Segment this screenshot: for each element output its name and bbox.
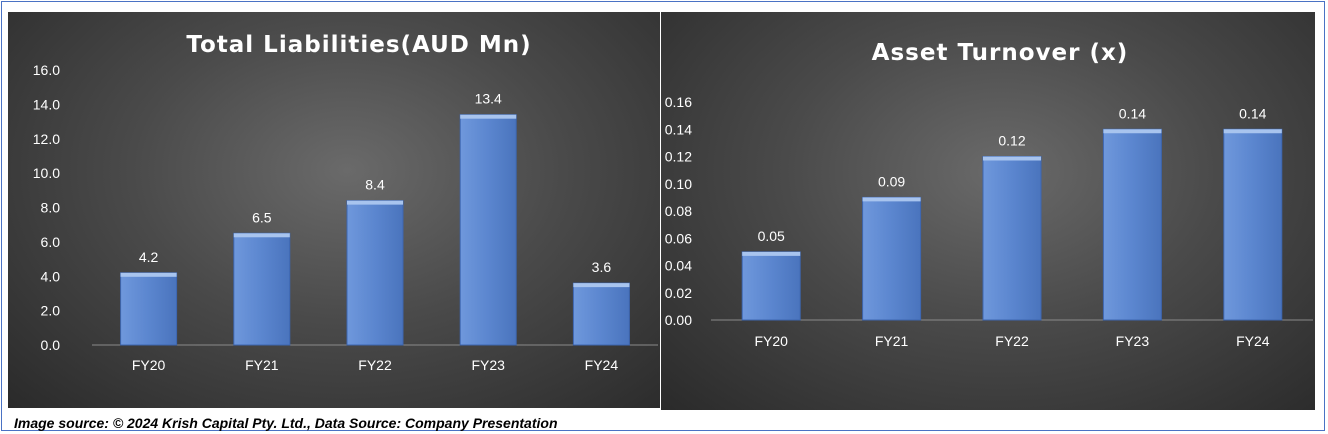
bar-fy23 bbox=[1102, 128, 1162, 321]
data-label: 0.09 bbox=[878, 173, 905, 189]
y-tick-label: 14.0 bbox=[33, 96, 60, 112]
bar-fy22 bbox=[346, 200, 404, 346]
data-label: 0.05 bbox=[758, 228, 785, 244]
y-tick-label: 12.0 bbox=[33, 131, 60, 147]
y-tick-label: 16.0 bbox=[33, 62, 60, 78]
asset-turnover-chart: Asset Turnover (x) 0.00 0.02 0.04 0.06 0.08 0… bbox=[665, 40, 1313, 349]
bar-top-highlight bbox=[862, 197, 921, 202]
x-tick-label: FY22 bbox=[358, 357, 392, 373]
y-tick-label: 0.02 bbox=[665, 285, 692, 301]
x-tick-label: FY21 bbox=[245, 357, 279, 373]
y-tick-label: 0.04 bbox=[665, 258, 692, 274]
bar-fy24 bbox=[572, 282, 630, 346]
bar-top-highlight bbox=[233, 233, 290, 238]
data-label: 4.2 bbox=[139, 249, 159, 265]
x-tick-label: FY20 bbox=[132, 357, 166, 373]
data-label: 13.4 bbox=[475, 91, 502, 107]
bar-top-highlight bbox=[1103, 129, 1162, 134]
bar-top-highlight bbox=[120, 272, 177, 277]
bar-top-highlight bbox=[460, 114, 517, 119]
y-tick-label: 2.0 bbox=[41, 303, 61, 319]
total-liabilities-chart: Total Liabilities(AUD Mn) 0.0 2.0 4.0 6.0 8.… bbox=[33, 32, 658, 373]
bar-top-highlight bbox=[347, 200, 403, 205]
y-tick-label: 0.06 bbox=[665, 230, 692, 246]
y-tick-label: 0.14 bbox=[665, 121, 692, 137]
y-tick-label: 10.0 bbox=[33, 165, 60, 181]
x-tick-label: FY21 bbox=[875, 333, 909, 349]
x-tick-label: FY24 bbox=[585, 357, 619, 373]
bar-top-highlight bbox=[742, 251, 801, 256]
bar-fy21 bbox=[862, 196, 922, 321]
total-liabilities-chart-panel: Total Liabilities(AUD Mn) 0.0 2.0 4.0 6.0 8.… bbox=[8, 12, 660, 408]
x-tick-label: FY23 bbox=[471, 357, 505, 373]
bar-fy20 bbox=[120, 272, 178, 346]
data-label: 6.5 bbox=[252, 209, 272, 225]
bar-fy22 bbox=[982, 156, 1042, 321]
y-tick-label: 8.0 bbox=[41, 200, 61, 216]
x-tick-label: FY22 bbox=[995, 333, 1029, 349]
bar-fy21 bbox=[233, 232, 291, 346]
y-tick-label: 0.00 bbox=[665, 312, 692, 328]
asset-turnover-chart-panel: Asset Turnover (x) 0.00 0.02 0.04 0.06 0.08 0… bbox=[661, 12, 1315, 410]
y-tick-label: 6.0 bbox=[41, 234, 61, 250]
data-label: 0.12 bbox=[998, 133, 1025, 149]
y-tick-label: 0.08 bbox=[665, 203, 692, 219]
image-source-caption: Image source: © 2024 Krish Capital Pty. … bbox=[14, 415, 558, 431]
bar-fy24 bbox=[1223, 128, 1283, 321]
y-tick-label: 4.0 bbox=[41, 268, 61, 284]
data-label: 0.14 bbox=[1119, 105, 1146, 121]
bar-top-highlight bbox=[573, 283, 630, 288]
y-tick-label: 0.10 bbox=[665, 176, 692, 192]
bar-fy23 bbox=[459, 114, 517, 346]
y-tick-label: 0.16 bbox=[665, 94, 692, 110]
bar-top-highlight bbox=[1223, 129, 1282, 134]
chart-title: Total Liabilities(AUD Mn) bbox=[186, 32, 531, 58]
x-tick-label: FY20 bbox=[754, 333, 788, 349]
x-tick-label: FY23 bbox=[1116, 333, 1150, 349]
bar-fy20 bbox=[741, 251, 801, 321]
chart-title: Asset Turnover (x) bbox=[872, 40, 1129, 66]
bar-top-highlight bbox=[983, 156, 1041, 161]
data-label: 0.14 bbox=[1239, 105, 1266, 121]
y-tick-label: 0.0 bbox=[41, 337, 61, 353]
x-tick-label: FY24 bbox=[1236, 333, 1270, 349]
data-label: 3.6 bbox=[592, 259, 612, 275]
y-tick-label: 0.12 bbox=[665, 149, 692, 165]
data-label: 8.4 bbox=[365, 177, 385, 193]
